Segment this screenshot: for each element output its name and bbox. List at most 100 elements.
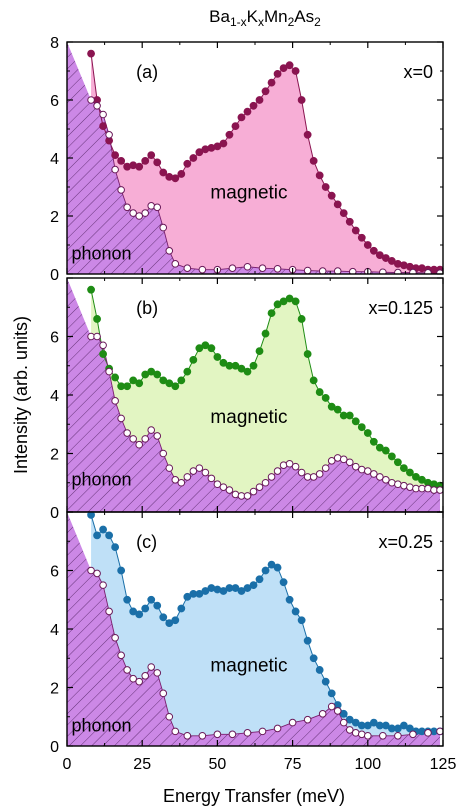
total-point — [111, 543, 120, 551]
phonon-point — [111, 633, 119, 642]
phonon-point — [147, 202, 156, 210]
phonon-point — [111, 165, 119, 174]
phonon-point — [357, 465, 366, 474]
total-point — [333, 200, 342, 209]
x-tick-label: 75 — [284, 756, 302, 773]
phonon-point — [273, 467, 282, 475]
total-point — [406, 468, 414, 477]
total-point — [357, 423, 366, 432]
phonon-point — [135, 677, 143, 686]
phonon-point — [285, 459, 294, 468]
total-point — [99, 525, 107, 534]
total-point — [339, 209, 348, 217]
phonon-point — [273, 264, 282, 273]
total-point — [117, 156, 126, 165]
phonon-point — [327, 457, 336, 465]
total-point — [291, 607, 300, 616]
total-point — [135, 162, 144, 171]
total-point — [399, 464, 408, 473]
phonon-point — [297, 468, 306, 477]
total-point — [183, 367, 192, 376]
total-point — [213, 353, 222, 361]
phonon-point — [318, 710, 327, 718]
y-tick-label: 4 — [50, 151, 59, 168]
total-point — [315, 388, 324, 396]
phonon-point — [183, 473, 192, 481]
phonon-point — [105, 131, 113, 139]
y-tick-label: 2 — [50, 447, 59, 464]
phonon-point — [141, 435, 150, 443]
phonon-point — [201, 468, 210, 477]
phonon-point — [243, 262, 252, 271]
x-tick-label: 50 — [209, 756, 227, 773]
phonon-point — [258, 727, 267, 736]
total-point — [207, 344, 216, 353]
phonon-point — [123, 203, 131, 212]
total-point — [363, 429, 372, 437]
total-point — [321, 183, 330, 191]
total-point — [261, 566, 270, 575]
y-tick-label: 0 — [50, 505, 59, 522]
phonon-point — [93, 332, 101, 341]
phonon-point — [333, 454, 342, 462]
phonon-point — [99, 110, 107, 119]
doping-label: x=0.125 — [368, 298, 433, 318]
figure-title: Ba1-xKxMn2As2 — [209, 7, 321, 29]
phonon-point — [141, 672, 150, 680]
total-point — [255, 96, 264, 104]
total-point — [159, 168, 168, 177]
total-point — [159, 613, 168, 622]
total-point — [285, 595, 294, 604]
panel-c: 0 2 4 6 0 25 50 75 100 125 (c) x=0.25 magnetic phonon — [50, 511, 456, 773]
phonon-point — [228, 264, 237, 273]
phonon-point — [165, 247, 174, 255]
phonon-label: phonon — [72, 715, 132, 735]
phonon-point — [436, 727, 443, 736]
phonon-point — [147, 426, 156, 434]
total-point — [381, 446, 390, 455]
doping-label: x=0.25 — [378, 532, 433, 552]
x-axis-label: Energy Transfer (meV) — [163, 786, 345, 806]
phonon-point — [159, 449, 168, 458]
magnetic-label: magnetic — [210, 407, 287, 428]
total-point — [297, 315, 306, 323]
phonon-point — [135, 440, 143, 449]
phonon-point — [348, 267, 357, 274]
y-tick-label: 0 — [50, 267, 59, 284]
phonon-point — [424, 269, 432, 274]
phonon-point — [357, 730, 366, 739]
phonon-point — [213, 730, 222, 739]
total-point — [303, 350, 312, 358]
total-point — [309, 654, 318, 663]
phonon-point — [339, 718, 348, 727]
magnetic-fill — [91, 53, 440, 274]
phonon-point — [99, 581, 107, 589]
phonon-point — [105, 367, 113, 376]
phonon-point — [243, 729, 252, 737]
magnetic-fill — [91, 514, 440, 736]
phonon-point — [189, 467, 198, 475]
phonon-point — [303, 715, 312, 724]
y-tick-label: 6 — [50, 93, 59, 110]
phonon-point — [345, 458, 354, 467]
phonon-point — [394, 731, 402, 740]
phonon-point — [165, 464, 174, 472]
total-point — [147, 595, 156, 604]
phonon-point — [231, 490, 240, 499]
y-tick-label: 4 — [50, 622, 59, 639]
y-tick-label: 8 — [50, 35, 59, 52]
total-point — [93, 531, 101, 540]
phonon-point — [303, 266, 312, 274]
phonon-point — [198, 731, 207, 740]
total-point — [267, 78, 276, 87]
phonon-point — [141, 209, 150, 217]
total-point — [297, 96, 306, 104]
phonon-point — [225, 486, 234, 494]
total-point — [87, 49, 95, 58]
phonon-point — [261, 478, 270, 487]
phonon-point — [351, 462, 360, 471]
phonon-point — [267, 473, 276, 481]
total-point — [345, 217, 354, 226]
x-tick-label: 125 — [430, 756, 457, 773]
total-point — [141, 156, 150, 165]
